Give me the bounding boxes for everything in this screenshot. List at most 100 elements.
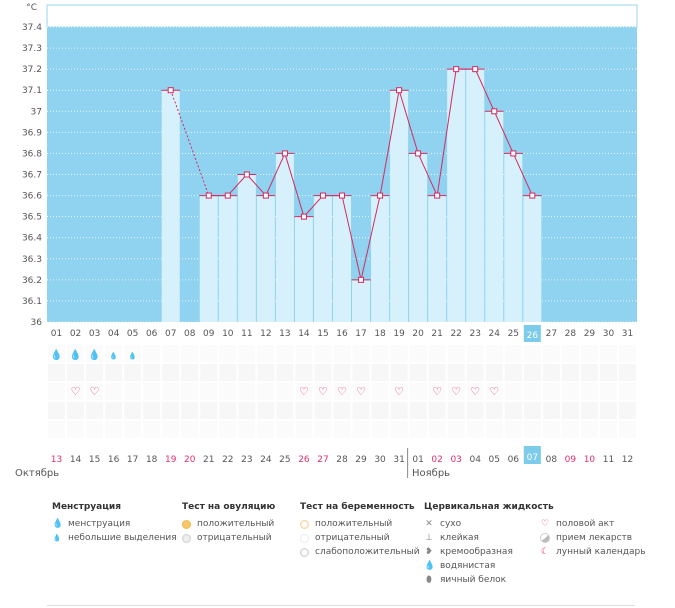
tracking-cell	[560, 344, 580, 363]
legend-item: отрицательный	[182, 531, 275, 545]
tracking-cell	[560, 382, 580, 401]
tracking-cell	[541, 363, 561, 382]
tracking-cell	[123, 420, 143, 439]
tracking-cell	[275, 401, 295, 420]
tracking-cell	[104, 401, 124, 420]
tracking-cell	[85, 363, 105, 382]
tracking-cell	[465, 420, 485, 439]
tracking-cell	[66, 401, 86, 420]
tracking-cell	[427, 420, 447, 439]
y-tick-label: 37.4	[22, 23, 42, 33]
tracking-cell	[351, 363, 371, 382]
legend-item: положительный	[182, 517, 275, 531]
temperature-bar	[256, 195, 275, 322]
tracking-cell	[199, 382, 219, 401]
top-day-label: 28	[565, 329, 577, 339]
intercourse-mark: ♡	[432, 385, 442, 398]
temperature-point	[319, 192, 326, 199]
intercourse-mark: ♡	[394, 385, 404, 398]
tracking-cell	[66, 344, 86, 363]
tracking-cell	[161, 382, 181, 401]
legend-item: ⊥ клейкая	[425, 533, 479, 543]
tracking-cell	[408, 363, 428, 382]
tracking-cell	[180, 401, 200, 420]
y-tick-label: 37.1	[22, 86, 42, 96]
tracking-cell	[313, 401, 333, 420]
tracking-cell	[579, 344, 599, 363]
bottom-day-label: 26	[298, 455, 310, 465]
tracking-cell	[427, 344, 447, 363]
tracking-cell	[446, 363, 466, 382]
tracking-cell	[313, 344, 333, 363]
y-tick-label: 37	[31, 107, 42, 117]
top-day-label: 24	[489, 329, 501, 339]
legend-item: 💧 небольшие выделения	[52, 533, 177, 543]
tracking-cell	[161, 420, 181, 439]
tracking-cell	[598, 420, 618, 439]
legend-item: ♡ половой акт	[540, 519, 615, 529]
top-day-label: 11	[241, 329, 252, 339]
tracking-cell	[560, 363, 580, 382]
top-day-label: 30	[603, 329, 615, 339]
plot-top-strip	[46, 4, 638, 28]
temperature-line-segment	[436, 69, 457, 196]
temperature-point	[224, 192, 231, 199]
tracking-cell	[237, 420, 257, 439]
bottom-day-label: 01	[412, 455, 423, 465]
tracking-cell	[389, 363, 409, 382]
tracking-cell	[503, 344, 523, 363]
temperature-bar	[390, 90, 409, 322]
tracking-cell	[427, 382, 447, 401]
tracking-cell	[161, 344, 181, 363]
bottom-day-label: 05	[489, 455, 500, 465]
intercourse-mark: ♡	[71, 385, 81, 398]
temperature-point	[205, 192, 212, 199]
temperature-bar	[371, 195, 390, 322]
temperature-point	[243, 171, 250, 178]
bottom-day-label: 31	[393, 455, 404, 465]
tracking-cell	[142, 382, 162, 401]
bottom-day-label: 09	[565, 455, 577, 465]
bottom-day-label: 18	[146, 455, 158, 465]
top-day-label: 16	[336, 329, 348, 339]
tracking-cell	[389, 344, 409, 363]
intercourse-mark: ♡	[451, 385, 461, 398]
tracking-cell	[199, 344, 219, 363]
tracking-cell	[142, 363, 162, 382]
tracking-cell	[180, 382, 200, 401]
watery-icon: 💧	[424, 561, 436, 571]
legend-item: ❥ кремообразная	[425, 547, 513, 557]
top-day-label: 07	[165, 329, 176, 339]
tracking-cell	[237, 401, 257, 420]
temperature-point	[281, 150, 288, 157]
tracking-cell	[47, 420, 67, 439]
bottom-day-label: 14	[70, 455, 82, 465]
pill-icon	[540, 533, 550, 543]
tracking-cell	[522, 382, 542, 401]
top-day-label: 09	[203, 329, 215, 339]
legend-title: Менструация	[52, 502, 121, 512]
drop-light-icon: 💧	[52, 534, 62, 542]
top-day-label: 19	[393, 329, 405, 339]
tracking-cell	[503, 382, 523, 401]
tracking-cell	[541, 401, 561, 420]
tracking-cell	[484, 382, 504, 401]
tracking-cell	[465, 344, 485, 363]
tracking-cell	[408, 382, 428, 401]
tracking-cell	[617, 401, 637, 420]
y-axis-label: °C	[26, 3, 37, 13]
bottom-day-label: 11	[603, 455, 614, 465]
top-day-label: 01	[51, 329, 62, 339]
tracking-cell	[617, 382, 637, 401]
tracking-cell	[541, 420, 561, 439]
tracking-cell	[218, 344, 238, 363]
tracking-cell	[370, 401, 390, 420]
tracking-cell	[408, 420, 428, 439]
bottom-divider	[47, 605, 635, 606]
tracking-cell	[579, 363, 599, 382]
tracking-cell	[465, 363, 485, 382]
tracking-cell	[104, 420, 124, 439]
temperature-point	[377, 192, 384, 199]
tracking-cell	[85, 344, 105, 363]
tracking-cell	[256, 363, 276, 382]
